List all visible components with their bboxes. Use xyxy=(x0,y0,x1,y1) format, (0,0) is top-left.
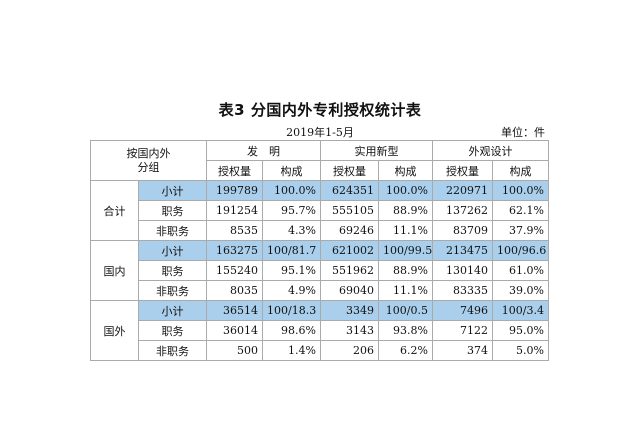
table-row: 合计 小计 199789 100.0% 624351 100.0% 220971 100.0% xyxy=(90,180,549,241)
grant-count-cell: 130140 xyxy=(432,260,493,281)
composition-cell: 93.8% xyxy=(378,320,433,341)
table-row: 非职务 500 1.4% 206 6.2% 374 5.0% xyxy=(91,340,549,361)
composition-cell: 11.1% xyxy=(378,280,433,301)
row-label: 职务 xyxy=(138,260,207,281)
header-composition: 构成 xyxy=(378,160,433,181)
composition-cell: 88.9% xyxy=(378,260,433,281)
table-header: 按国内外 分组 发 明 实用新型 外观设计 授权量 构成 授权量 构成 授权量 … xyxy=(90,140,549,181)
composition-cell: 95.1% xyxy=(262,260,321,281)
table-row: 非职务 8035 4.9% 69040 11.1% 83335 39.0% xyxy=(91,280,549,301)
composition-cell: 98.6% xyxy=(262,320,321,341)
header-corner: 按国内外 分组 xyxy=(90,140,207,181)
grant-count-cell: 8535 xyxy=(206,220,263,241)
table-row: 国外 小计 36514 100/18.3 3349 100/0.5 7496 100/3.4 xyxy=(90,300,549,361)
header-corner-line2: 分组 xyxy=(137,160,160,174)
grant-count-cell: 621002 xyxy=(320,240,379,261)
header-invention: 发 明 xyxy=(206,140,321,161)
unit-label: 单位：件 xyxy=(501,126,545,139)
grant-count-cell: 374 xyxy=(432,340,493,361)
grant-count-cell: 7122 xyxy=(432,320,493,341)
row-label: 小计 xyxy=(138,180,207,201)
table-row: 国内 小计 163275 100/81.7 621002 100/99.5 213475 10… xyxy=(90,240,549,301)
grant-count-cell: 191254 xyxy=(206,200,263,221)
grant-count-cell: 213475 xyxy=(432,240,493,261)
header-design: 外观设计 xyxy=(432,140,549,161)
composition-cell: 100/99.5 xyxy=(378,240,433,261)
patent-grant-table: 按国内外 分组 发 明 实用新型 外观设计 授权量 构成 授权量 构成 授权量 … xyxy=(90,140,549,361)
grant-count-cell: 163275 xyxy=(206,240,263,261)
composition-cell: 100/81.7 xyxy=(262,240,321,261)
composition-cell: 100.0% xyxy=(378,180,433,201)
group-label: 国外 xyxy=(90,300,139,361)
header-grants: 授权量 xyxy=(206,160,263,181)
header-composition: 构成 xyxy=(262,160,321,181)
composition-cell: 95.0% xyxy=(492,320,549,341)
composition-cell: 37.9% xyxy=(492,220,549,241)
row-label: 非职务 xyxy=(138,280,207,301)
composition-cell: 100.0% xyxy=(492,180,549,201)
composition-cell: 1.4% xyxy=(262,340,321,361)
grant-count-cell: 3143 xyxy=(320,320,379,341)
grant-count-cell: 69040 xyxy=(320,280,379,301)
header-utility-model: 实用新型 xyxy=(320,140,433,161)
header-composition: 构成 xyxy=(492,160,549,181)
grant-count-cell: 83335 xyxy=(432,280,493,301)
row-label: 职务 xyxy=(138,200,207,221)
composition-cell: 39.0% xyxy=(492,280,549,301)
row-label: 非职务 xyxy=(138,220,207,241)
group-label: 国内 xyxy=(90,240,139,301)
row-label: 非职务 xyxy=(138,340,207,361)
table-row: 职务 36014 98.6% 3143 93.8% 7122 95.0% xyxy=(91,320,549,341)
table-row: 职务 191254 95.7% 555105 88.9% 137262 62.1% xyxy=(91,200,549,221)
row-label: 小计 xyxy=(138,300,207,321)
grant-count-cell: 555105 xyxy=(320,200,379,221)
row-label: 小计 xyxy=(138,240,207,261)
table-row: 非职务 8535 4.3% 69246 11.1% 83709 37.9% xyxy=(91,220,549,241)
composition-cell: 5.0% xyxy=(492,340,549,361)
table-title: 表3 分国内外专利授权统计表 xyxy=(218,101,422,119)
composition-cell: 95.7% xyxy=(262,200,321,221)
header-grants: 授权量 xyxy=(320,160,379,181)
row-label: 职务 xyxy=(138,320,207,341)
grant-count-cell: 199789 xyxy=(206,180,263,201)
grant-count-cell: 137262 xyxy=(432,200,493,221)
header-corner-line1: 按国内外 xyxy=(126,146,171,160)
grant-count-cell: 8035 xyxy=(206,280,263,301)
composition-cell: 11.1% xyxy=(378,220,433,241)
grant-count-cell: 624351 xyxy=(320,180,379,201)
grant-count-cell: 36514 xyxy=(206,300,263,321)
composition-cell: 61.0% xyxy=(492,260,549,281)
grant-count-cell: 36014 xyxy=(206,320,263,341)
composition-cell: 100/0.5 xyxy=(378,300,433,321)
composition-cell: 100/96.6 xyxy=(492,240,549,261)
group-label: 合计 xyxy=(90,180,139,241)
composition-cell: 100.0% xyxy=(262,180,321,201)
composition-cell: 100/3.4 xyxy=(492,300,549,321)
composition-cell: 4.9% xyxy=(262,280,321,301)
table-body: 合计 小计 199789 100.0% 624351 100.0% 220971 100.0%… xyxy=(90,180,549,361)
grant-count-cell: 551962 xyxy=(320,260,379,281)
grant-count-cell: 500 xyxy=(206,340,263,361)
composition-cell: 100/18.3 xyxy=(262,300,321,321)
grant-count-cell: 69246 xyxy=(320,220,379,241)
grant-count-cell: 3349 xyxy=(320,300,379,321)
date-range: 2019年1-5月 xyxy=(286,126,354,139)
composition-cell: 88.9% xyxy=(378,200,433,221)
composition-cell: 6.2% xyxy=(378,340,433,361)
composition-cell: 4.3% xyxy=(262,220,321,241)
grant-count-cell: 155240 xyxy=(206,260,263,281)
grant-count-cell: 220971 xyxy=(432,180,493,201)
table-row: 职务 155240 95.1% 551962 88.9% 130140 61.0% xyxy=(91,260,549,281)
grant-count-cell: 206 xyxy=(320,340,379,361)
composition-cell: 62.1% xyxy=(492,200,549,221)
header-grants: 授权量 xyxy=(432,160,493,181)
grant-count-cell: 7496 xyxy=(432,300,493,321)
grant-count-cell: 83709 xyxy=(432,220,493,241)
